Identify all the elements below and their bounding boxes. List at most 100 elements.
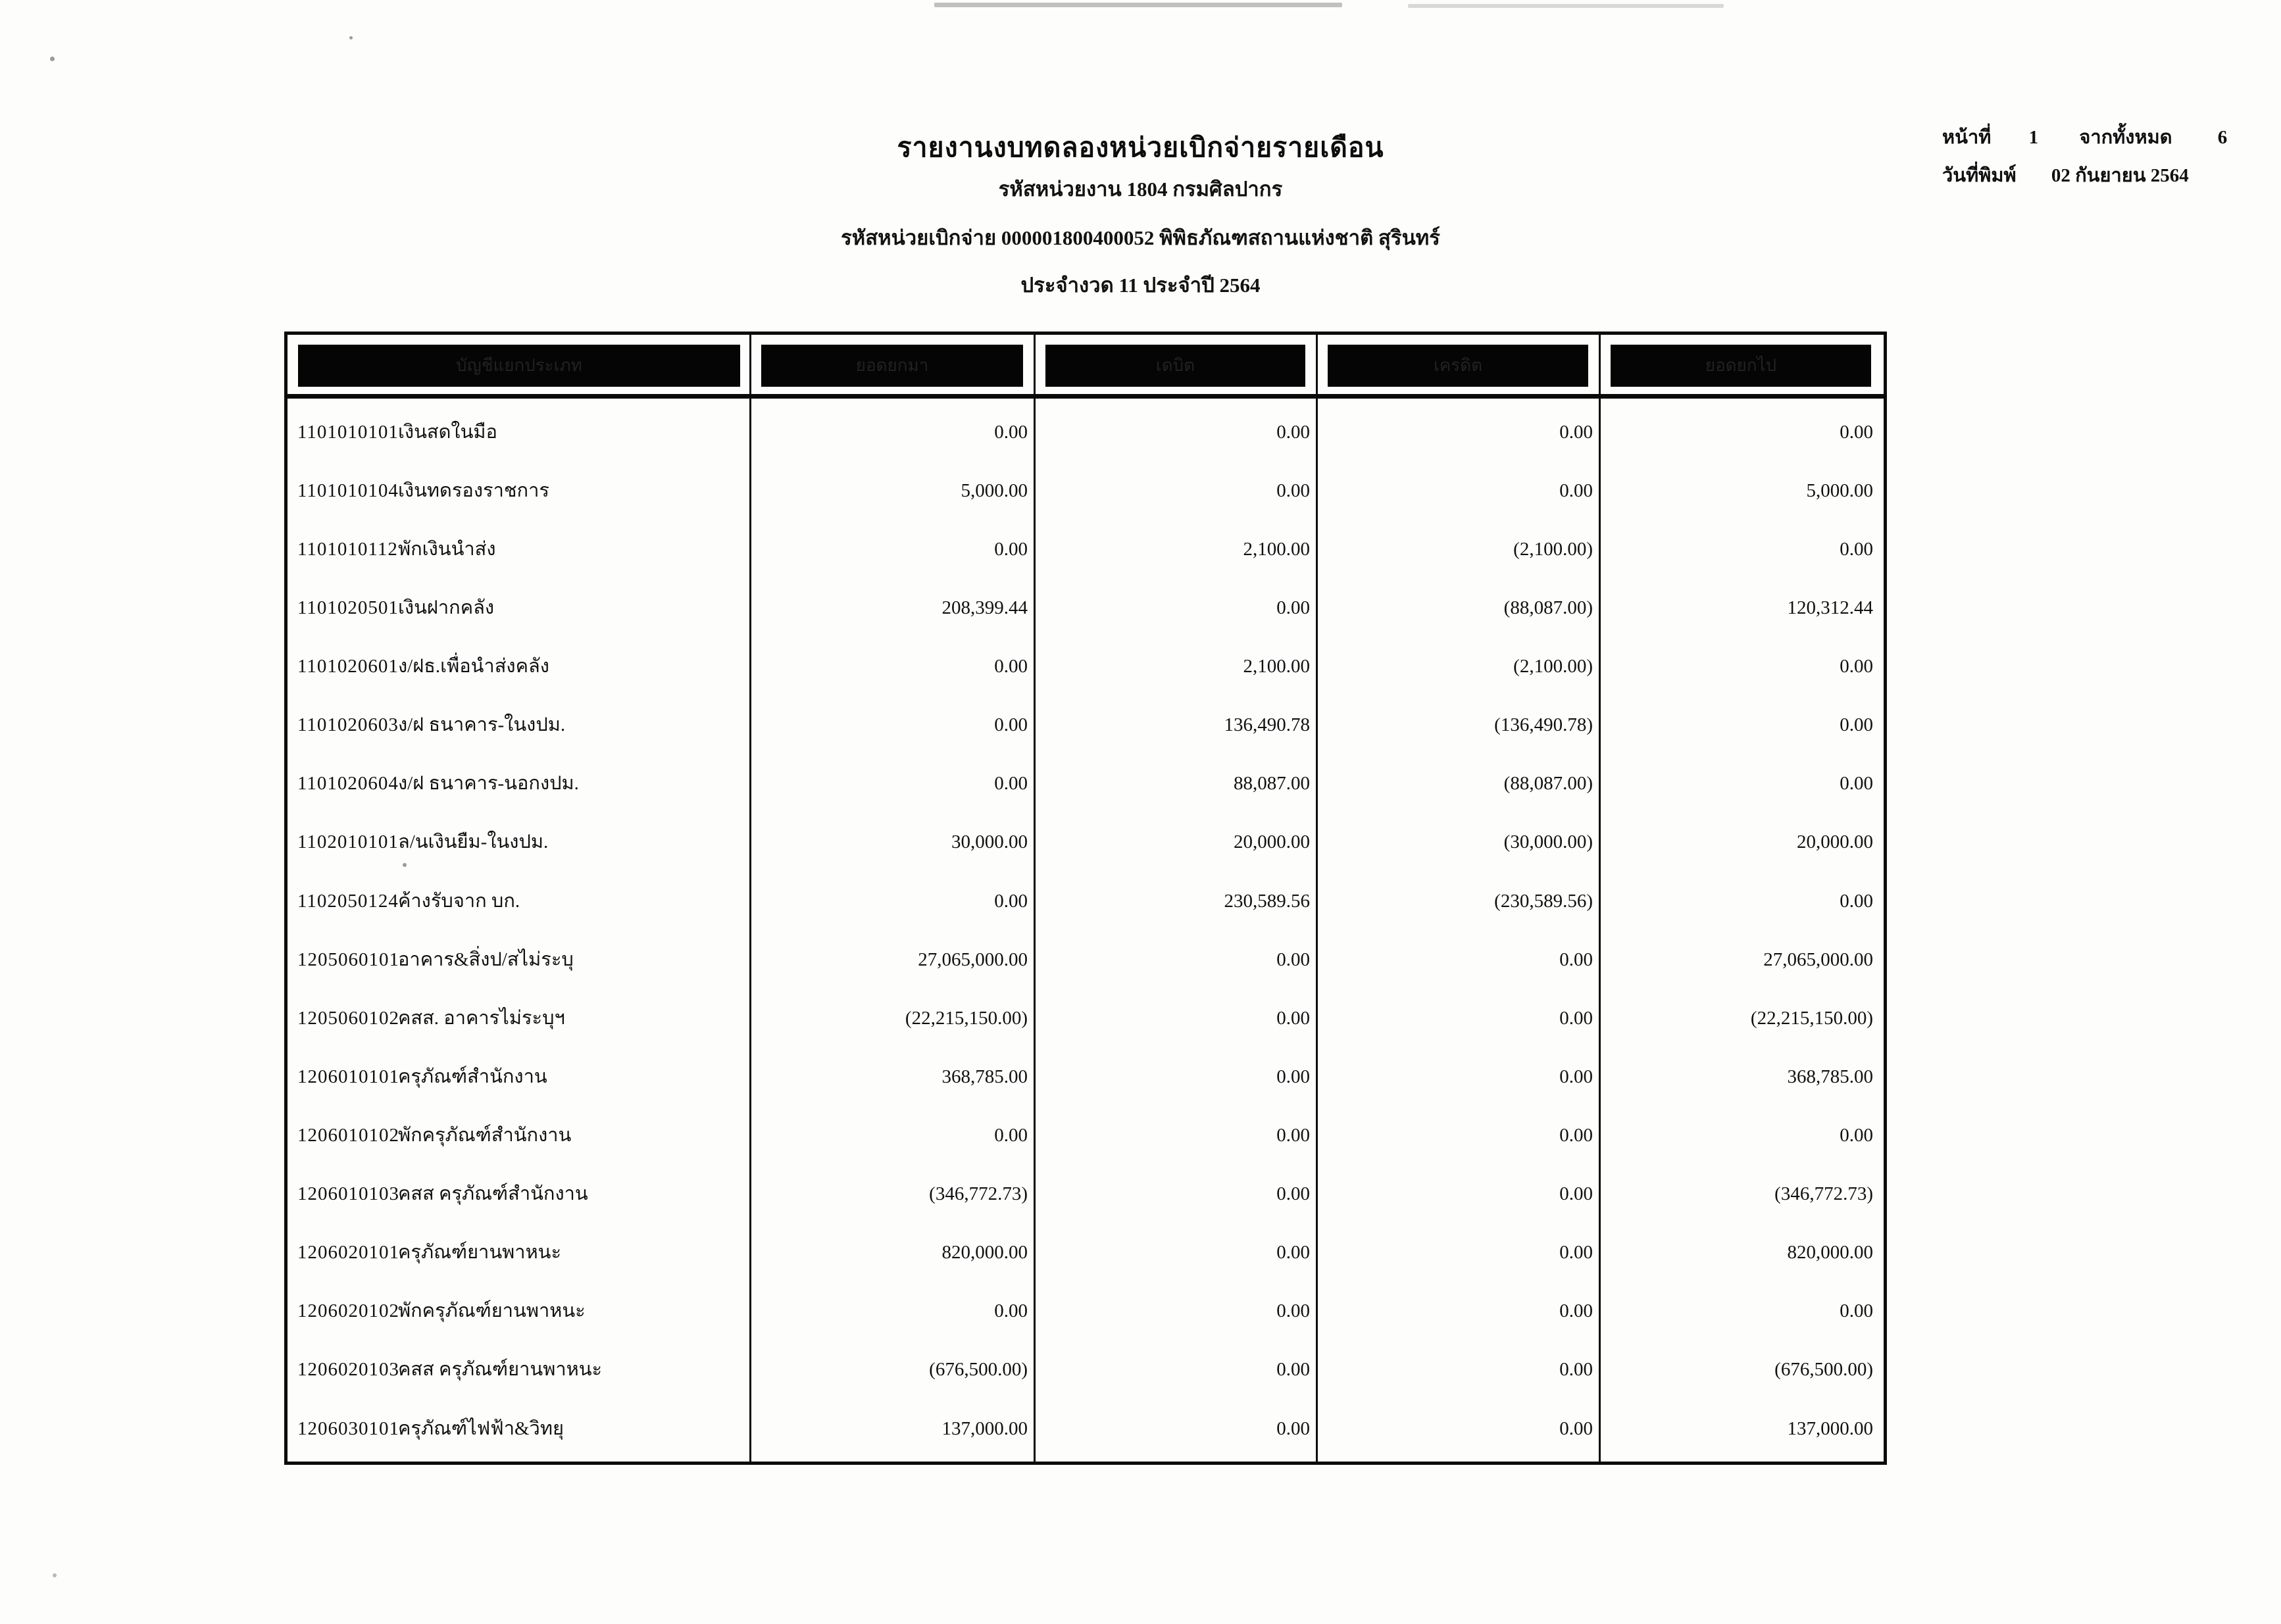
credit-value: 0.00 [1559, 1418, 1593, 1439]
print-date-value: 02 กันยายน 2564 [2051, 165, 2189, 186]
table-row: 1206020103 คสส ครุภัณฑ์ยานพาหนะ (676,500… [288, 1340, 1884, 1399]
table-row: 1101010101 เงินสดในมือ 0.00 0.00 0.00 0.… [288, 403, 1884, 462]
ending-balance-value: 820,000.00 [1787, 1242, 1874, 1263]
period-line: ประจำงวด 11 ประจำปี 2564 [1020, 274, 1261, 297]
debit-value: 0.00 [1276, 1242, 1310, 1263]
ending-balance-value: 0.00 [1840, 1300, 1873, 1321]
credit-value: (2,100.00) [1513, 539, 1593, 560]
ending-balance-value: (22,215,150.00) [1750, 1008, 1873, 1029]
credit-value: 0.00 [1559, 1008, 1593, 1029]
table-row: 1101020603 ง/ฝ ธนาคาร-ในงปม. 0.00 136,49… [288, 695, 1884, 754]
account-code: 1101020604 [297, 773, 399, 794]
carry-forward-value: 0.00 [994, 773, 1028, 794]
carry-forward-value: 5,000.00 [961, 480, 1028, 501]
trial-balance-table: บัญชีแยกประเภท ยอดยกมา เดบิต เครดิต ยอดย… [284, 332, 1887, 1465]
carry-forward-value: 0.00 [994, 1300, 1028, 1321]
page-title: รายงานงบทดลองหน่วยเบิกจ่ายรายเดือน [897, 132, 1384, 162]
debit-value: 0.00 [1276, 949, 1310, 970]
column-divider [1034, 335, 1036, 1462]
debit-value: 0.00 [1276, 1300, 1310, 1321]
debit-value: 0.00 [1276, 597, 1310, 618]
scan-speck [403, 863, 407, 867]
account-code: 1205060101 [297, 949, 399, 970]
debit-value: 2,100.00 [1243, 656, 1311, 677]
account-name: ครุภัณฑ์ไฟฟ้า&วิทยุ [398, 1418, 564, 1439]
ending-balance-value: (346,772.73) [1774, 1183, 1873, 1204]
column-header-ending-balance: ยอดยกไป [1611, 345, 1871, 387]
account-code: 1102010101 [297, 831, 399, 852]
account-code: 1101010101 [297, 422, 399, 443]
account-code: 1206010103 [297, 1183, 399, 1204]
account-name: พักเงินนำส่ง [398, 539, 496, 560]
account-code: 1206020101 [297, 1242, 399, 1263]
debit-value: 0.00 [1276, 1183, 1310, 1204]
credit-value: (88,087.00) [1503, 597, 1593, 618]
scan-speck [53, 1573, 57, 1577]
scan-speck [349, 36, 353, 39]
ending-balance-value: (676,500.00) [1774, 1359, 1873, 1380]
header-underline [284, 394, 1887, 399]
account-name: ครุภัณฑ์ยานพาหนะ [398, 1242, 562, 1263]
account-name: ล/นเงินยืม-ในงปม. [398, 831, 549, 852]
carry-forward-value: 0.00 [994, 891, 1028, 912]
credit-value: 0.00 [1559, 1359, 1593, 1380]
debit-value: 2,100.00 [1243, 539, 1311, 560]
account-code: 1206030101 [297, 1418, 399, 1439]
column-header-credit: เครดิต [1328, 345, 1588, 387]
credit-value: 0.00 [1559, 1125, 1593, 1146]
account-name: ค้างรับจาก บก. [398, 891, 520, 912]
debit-value: 0.00 [1276, 1008, 1310, 1029]
carry-forward-value: 820,000.00 [941, 1242, 1028, 1263]
table-row: 1101020501 เงินฝากคลัง 208,399.44 0.00 (… [288, 578, 1884, 637]
total-pages-value: 6 [2217, 127, 2228, 148]
account-code: 1101020603 [297, 714, 399, 735]
total-pages-label: จากทั้งหมด [2079, 127, 2172, 148]
ending-balance-value: 0.00 [1840, 1125, 1873, 1146]
account-code: 1101020601 [297, 656, 399, 677]
scan-streak [934, 3, 1342, 7]
page-label: หน้าที่ [1942, 127, 1992, 148]
account-code: 1102050124 [297, 891, 399, 912]
account-name: เงินสดในมือ [398, 422, 497, 443]
debit-value: 136,490.78 [1224, 714, 1311, 735]
table-row: 1101010104 เงินทดรองราชการ 5,000.00 0.00… [288, 461, 1884, 520]
table-row: 1206020101 ครุภัณฑ์ยานพาหนะ 820,000.00 0… [288, 1223, 1884, 1282]
table-row: 1101020604 ง/ฝ ธนาคาร-นอกงปม. 0.00 88,08… [288, 754, 1884, 813]
account-code: 1205060102 [297, 1008, 399, 1029]
debit-value: 0.00 [1276, 1359, 1310, 1380]
ending-balance-value: 27,065,000.00 [1763, 949, 1873, 970]
carry-forward-value: 27,065,000.00 [918, 949, 1028, 970]
print-date-line: วันที่พิมพ์ 02 กันยายน 2564 [1942, 157, 2258, 195]
carry-forward-value: 0.00 [994, 539, 1028, 560]
account-code: 1101010104 [297, 480, 399, 501]
page-number-line: หน้าที่ 1 จากทั้งหมด 6 [1942, 118, 2258, 157]
page-info-block: หน้าที่ 1 จากทั้งหมด 6 วันที่พิมพ์ 02 กั… [1942, 118, 2258, 195]
ending-balance-value: 0.00 [1840, 891, 1873, 912]
credit-value: 0.00 [1559, 949, 1593, 970]
column-header-account: บัญชีแยกประเภท [298, 345, 740, 387]
table-row: 1101010112 พักเงินนำส่ง 0.00 2,100.00 (2… [288, 520, 1884, 579]
scan-streak [1408, 4, 1724, 8]
table-row: 1206010101 ครุภัณฑ์สำนักงาน 368,785.00 0… [288, 1047, 1884, 1106]
debit-value: 88,087.00 [1234, 773, 1310, 794]
debit-value: 0.00 [1276, 1418, 1310, 1439]
ending-balance-value: 20,000.00 [1797, 831, 1873, 852]
carry-forward-value: (676,500.00) [929, 1359, 1028, 1380]
account-code: 1101020501 [297, 597, 399, 618]
debit-value: 0.00 [1276, 1066, 1310, 1087]
agency-code-line: รหัสหน่วยงาน 1804 กรมศิลปากร [998, 178, 1283, 201]
credit-value: 0.00 [1559, 1242, 1593, 1263]
account-name: ง/ฝ ธนาคาร-นอกงปม. [398, 773, 579, 794]
carry-forward-value: 137,000.00 [941, 1418, 1028, 1439]
credit-value: 0.00 [1559, 1066, 1593, 1087]
credit-value: 0.00 [1559, 1183, 1593, 1204]
credit-value: (230,589.56) [1494, 891, 1593, 912]
table-row: 1206030101 ครุภัณฑ์ไฟฟ้า&วิทยุ 137,000.0… [288, 1399, 1884, 1458]
credit-value: 0.00 [1559, 1300, 1593, 1321]
ending-balance-value: 5,000.00 [1806, 480, 1874, 501]
account-name: คสส. อาคารไม่ระบุฯ [398, 1008, 565, 1029]
account-code: 1206010102 [297, 1125, 399, 1146]
table-row: 1102010101 ล/นเงินยืม-ในงปม. 30,000.00 2… [288, 812, 1884, 872]
ending-balance-value: 0.00 [1840, 714, 1873, 735]
account-name: ง/ฝ ธนาคาร-ในงปม. [398, 714, 566, 735]
